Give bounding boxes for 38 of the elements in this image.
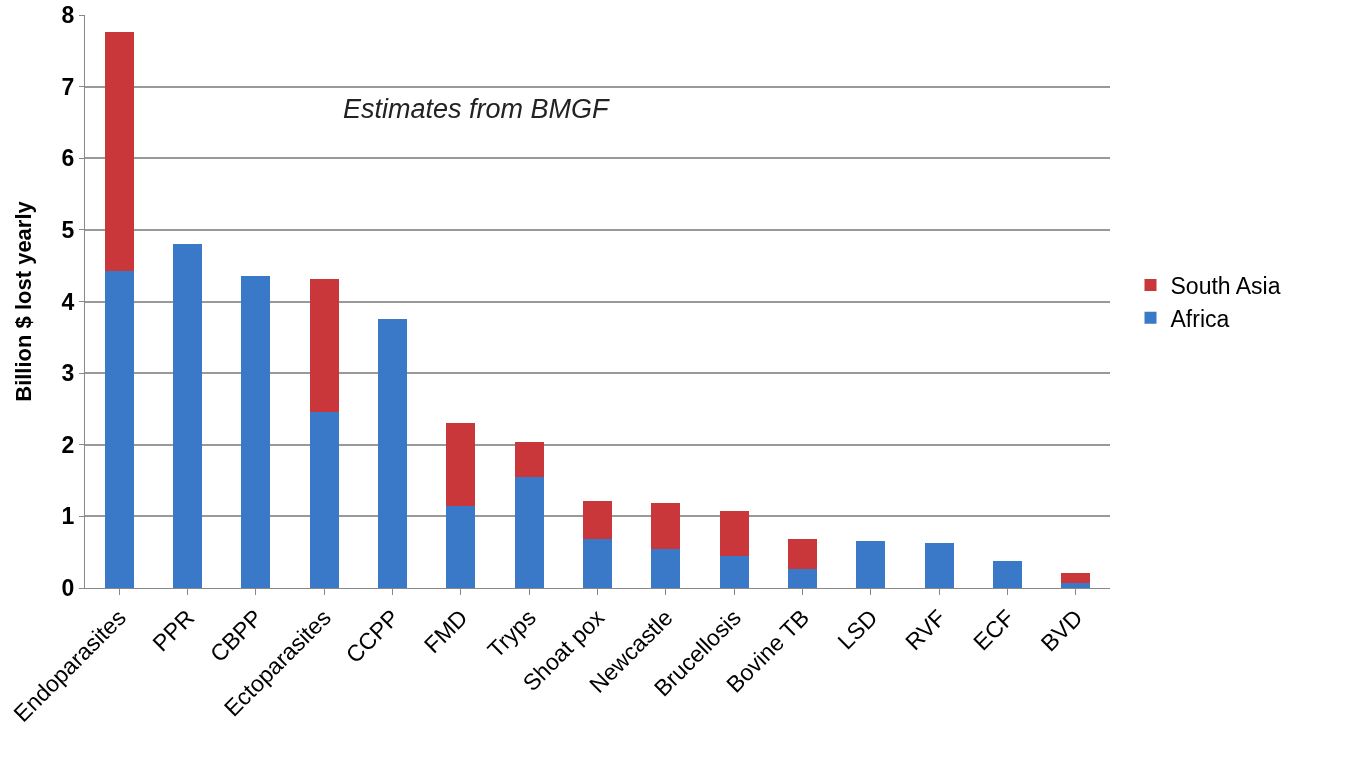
bar bbox=[993, 560, 1022, 588]
bar bbox=[104, 270, 134, 588]
bar bbox=[514, 441, 544, 477]
x-tick-label: LSD bbox=[832, 604, 883, 655]
legend-label: Africa bbox=[1170, 305, 1230, 332]
bar bbox=[514, 476, 544, 588]
bar bbox=[583, 539, 612, 588]
bar bbox=[173, 244, 202, 588]
bar bbox=[104, 32, 134, 271]
bar bbox=[719, 510, 749, 556]
y-tick-label: 2 bbox=[61, 431, 75, 458]
bar bbox=[1061, 572, 1091, 583]
annotation: Estimates from BMGF bbox=[343, 94, 611, 124]
legend-label: South Asia bbox=[1170, 272, 1281, 299]
y-tick-label: 0 bbox=[61, 575, 75, 602]
bar bbox=[309, 278, 339, 412]
bar bbox=[719, 555, 749, 588]
bar bbox=[446, 422, 476, 507]
y-axis-title: Billion $ lost yearly bbox=[11, 200, 36, 402]
y-tick-label: 7 bbox=[61, 73, 75, 100]
y-tick-label: 8 bbox=[61, 2, 75, 29]
bar bbox=[583, 501, 612, 540]
bar bbox=[1061, 582, 1091, 588]
y-tick-label: 3 bbox=[61, 360, 75, 387]
bar bbox=[446, 506, 476, 588]
bar bbox=[924, 542, 954, 588]
y-tick-label: 4 bbox=[61, 288, 75, 315]
bar bbox=[378, 319, 407, 588]
bar bbox=[856, 541, 886, 588]
y-tick-label: 5 bbox=[61, 216, 75, 243]
y-tick-label: 1 bbox=[61, 503, 75, 530]
bar bbox=[651, 549, 681, 588]
bar bbox=[651, 502, 681, 550]
bar bbox=[241, 275, 271, 588]
bar bbox=[309, 411, 339, 588]
bar bbox=[788, 569, 817, 588]
y-tick-label: 6 bbox=[61, 145, 75, 172]
bar bbox=[788, 539, 817, 570]
